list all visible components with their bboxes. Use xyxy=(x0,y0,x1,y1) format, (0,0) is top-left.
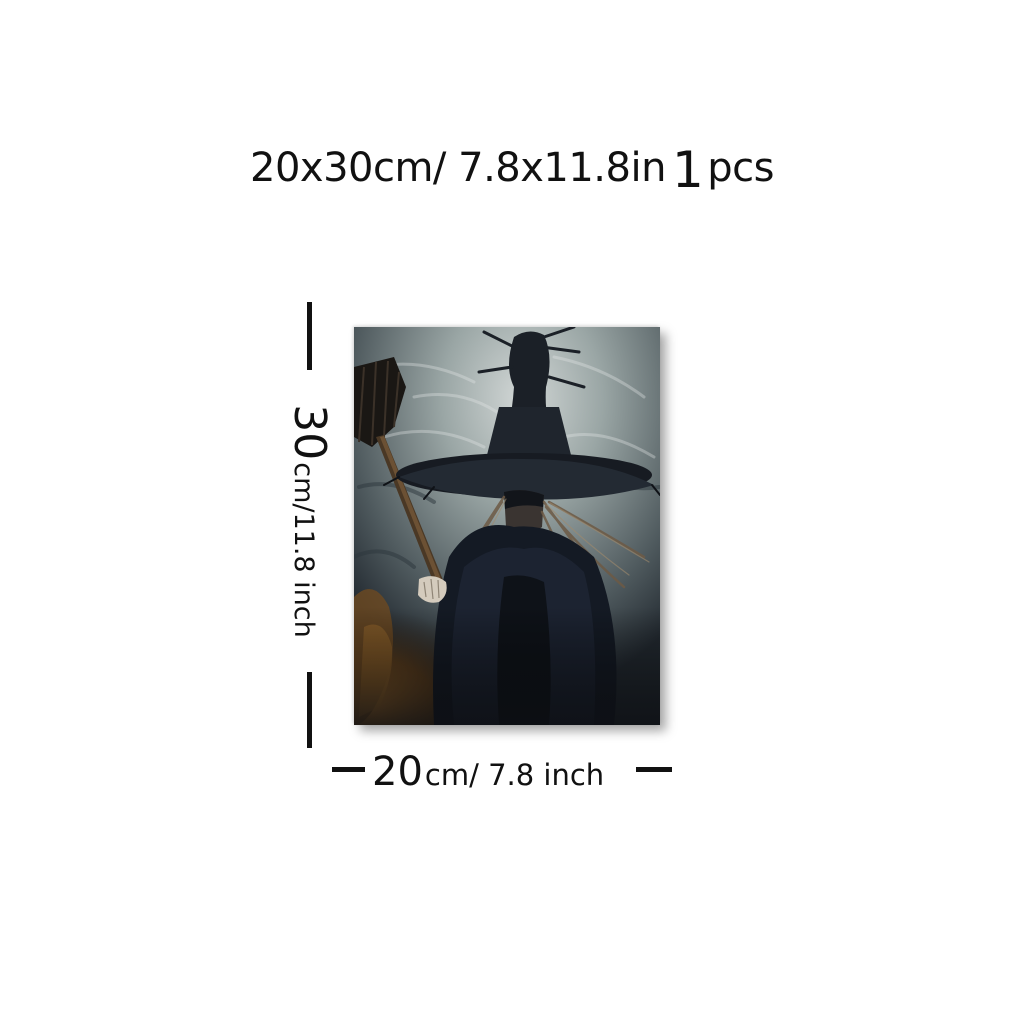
width-dimension-line-right xyxy=(636,767,672,772)
width-unit: cm/ 7.8 inch xyxy=(424,758,605,792)
width-dimension-line-left xyxy=(332,767,365,772)
height-unit: cm/11.8 inch xyxy=(288,462,319,638)
canvas-print-artwork xyxy=(354,327,660,725)
size-title: 20x30cm/ 7.8x11.8in 1 pcs xyxy=(0,138,1024,196)
height-dimension-line-bottom xyxy=(307,672,312,748)
height-dimension-label: 30cm/11.8 inch xyxy=(284,404,335,638)
witch-painting-image xyxy=(354,327,660,725)
quantity-number: 1 xyxy=(671,141,704,199)
height-dimension-line-top xyxy=(307,302,312,370)
quantity-unit: pcs xyxy=(707,145,774,191)
width-value: 20 xyxy=(372,749,423,795)
height-value: 30 xyxy=(284,404,335,461)
size-title-dimensions: 20x30cm/ 7.8x11.8in xyxy=(250,145,666,191)
width-dimension-label: 20cm/ 7.8 inch xyxy=(372,752,604,792)
